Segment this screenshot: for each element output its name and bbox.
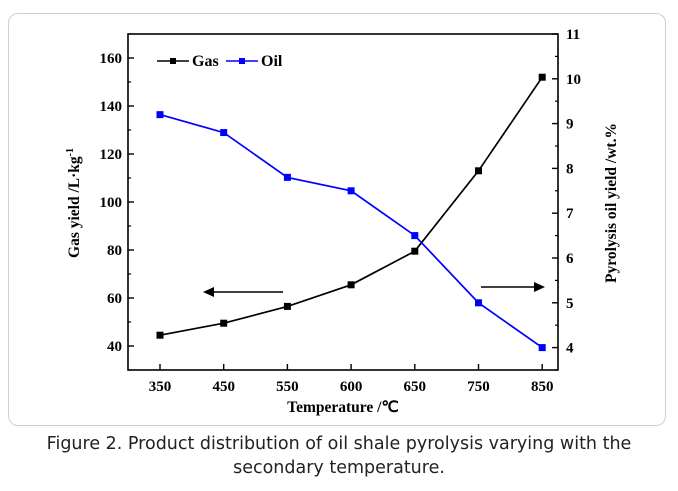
- y-left-tick-label: 100: [100, 195, 123, 211]
- y-left-tick-label: 140: [100, 99, 123, 115]
- x-tick-label: 450: [212, 379, 235, 395]
- series-layer: [156, 73, 546, 352]
- x-tick-label: 550: [276, 379, 299, 395]
- x-tick-label: 750: [467, 379, 490, 395]
- plot-area: [127, 33, 559, 371]
- legend-oil-label: Oil: [261, 53, 283, 70]
- ticks-layer: 350 450 550 600 650 750 850 40 60 80 100 120 140 160 4…: [100, 27, 582, 395]
- data-point-oil: [283, 173, 291, 181]
- y-left-tick-label: 80: [107, 243, 122, 259]
- legend-gas: Gas: [157, 53, 219, 70]
- y-right-tick-label: 10: [566, 72, 581, 88]
- x-tick-label: 600: [340, 379, 363, 395]
- y-axis-right-title: Pyrolysis oil yield /wt.%: [603, 123, 620, 283]
- y-right-tick-label: 8: [566, 161, 574, 177]
- legend: Gas Oil: [157, 53, 283, 70]
- data-point-oil: [156, 111, 164, 119]
- x-axis-title: Temperature /℃: [287, 399, 399, 416]
- y-axis-left-title: Gas yield /L·kg-1: [65, 148, 83, 258]
- data-point-gas: [283, 302, 291, 310]
- x-tick-label: 350: [149, 379, 172, 395]
- series-line-oil: [159, 113, 543, 349]
- data-point-gas: [347, 281, 355, 289]
- data-point-oil: [538, 344, 546, 352]
- legend-oil-marker: [239, 58, 245, 64]
- y-right-tick-label: 11: [566, 27, 580, 43]
- series-line-gas: [159, 76, 543, 337]
- data-point-oil: [220, 129, 228, 137]
- right-arrow-annotation: [481, 282, 545, 292]
- figure-caption: Figure 2. Product distribution of oil sh…: [46, 434, 632, 478]
- legend-oil: Oil: [226, 53, 283, 70]
- data-point-gas: [156, 331, 164, 339]
- y-right-tick-label: 7: [566, 206, 574, 222]
- legend-gas-label: Gas: [192, 53, 219, 70]
- data-point-oil: [475, 299, 482, 307]
- data-point-oil: [347, 187, 355, 195]
- figure-frame: [8, 13, 666, 426]
- y-left-tick-label: 60: [107, 291, 122, 307]
- y-left-tick-label: 160: [100, 51, 123, 67]
- y-axis-left-title-main: Gas yield /L·kg: [66, 156, 83, 258]
- data-point-oil: [411, 232, 419, 240]
- y-axis-left-title-sup: -1: [65, 148, 76, 156]
- y-left-tick-label: 40: [107, 339, 122, 355]
- data-point-gas: [220, 319, 228, 327]
- left-arrow-annotation: [203, 287, 283, 297]
- data-point-gas: [411, 247, 419, 255]
- legend-gas-marker: [170, 58, 176, 64]
- y-right-tick-label: 4: [566, 341, 574, 357]
- x-tick-label: 850: [531, 379, 554, 395]
- x-tick-label: 650: [404, 379, 427, 395]
- data-point-gas: [538, 73, 546, 81]
- y-right-tick-label: 9: [566, 117, 574, 133]
- y-right-tick-label: 6: [566, 251, 574, 267]
- y-left-tick-label: 120: [100, 147, 123, 163]
- data-point-gas: [475, 167, 482, 175]
- y-right-tick-label: 5: [566, 296, 574, 312]
